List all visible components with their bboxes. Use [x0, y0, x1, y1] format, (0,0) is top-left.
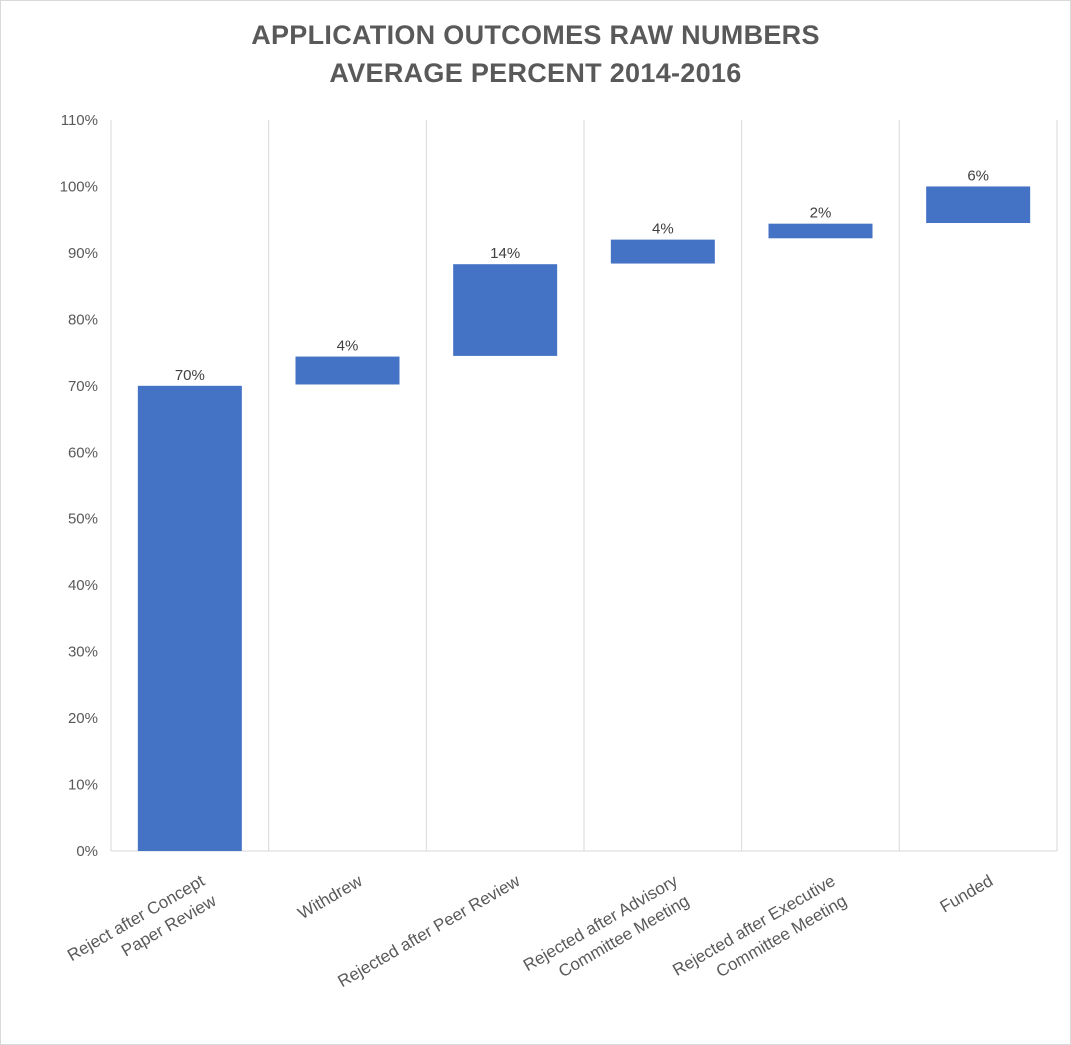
- data-label: 14%: [490, 245, 520, 262]
- chart-title: APPLICATION OUTCOMES RAW NUMBERS AVERAGE…: [0, 16, 1071, 92]
- y-tick-label: 100%: [60, 178, 98, 195]
- bar: [295, 356, 400, 385]
- y-tick-label: 0%: [76, 843, 98, 860]
- x-tick-label-line: Withdrew: [295, 871, 366, 923]
- data-label: 6%: [967, 167, 989, 184]
- x-tick-label: Funded: [937, 871, 996, 916]
- y-tick-label: 30%: [68, 644, 98, 661]
- data-label: 4%: [337, 338, 359, 355]
- data-label: 4%: [652, 221, 674, 238]
- y-tick-label: 20%: [68, 710, 98, 727]
- x-tick-label: Withdrew: [295, 871, 366, 923]
- y-tick-label: 70%: [68, 378, 98, 395]
- bar: [453, 264, 558, 356]
- bar: [926, 186, 1031, 224]
- y-tick-label: 90%: [68, 245, 98, 262]
- chart-title-line-2: AVERAGE PERCENT 2014-2016: [329, 58, 742, 88]
- chart-title-line-1: APPLICATION OUTCOMES RAW NUMBERS: [251, 20, 820, 50]
- bar: [137, 385, 242, 851]
- y-tick-label: 10%: [68, 777, 98, 794]
- y-tick-label: 110%: [61, 112, 98, 129]
- data-label: 2%: [810, 205, 832, 222]
- y-tick-label: 80%: [68, 311, 98, 328]
- data-label: 70%: [175, 367, 205, 384]
- y-tick-label: 60%: [68, 444, 98, 461]
- y-tick-label: 40%: [68, 577, 98, 594]
- bar: [610, 239, 715, 264]
- bar: [768, 223, 873, 239]
- y-tick-label: 50%: [68, 511, 98, 528]
- x-tick-label-line: Funded: [937, 871, 996, 916]
